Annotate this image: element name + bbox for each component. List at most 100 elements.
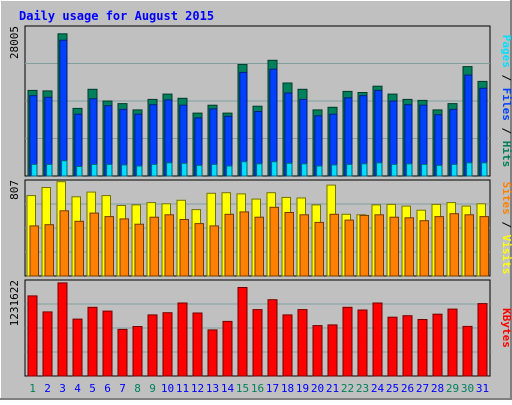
bar-sites-day-10 <box>164 214 174 277</box>
bar-kbytes-day-23 <box>357 309 368 377</box>
x-tick-label: 31 <box>476 382 489 395</box>
bar-sites-day-5 <box>89 212 99 277</box>
chart-title: Daily usage for August 2015 <box>19 9 214 23</box>
x-tick-label: 7 <box>119 382 126 395</box>
bars <box>27 33 488 177</box>
legend-separator: / <box>500 68 512 88</box>
bar-kbytes-day-1 <box>27 295 38 377</box>
bar-kbytes-day-31 <box>477 303 488 377</box>
bar-sites-day-1 <box>29 225 39 277</box>
bar-pages-day-18 <box>286 162 293 177</box>
bar-pages-day-27 <box>421 163 428 177</box>
bar-pages-day-6 <box>106 163 113 177</box>
bar-kbytes-day-30 <box>462 325 473 377</box>
x-tick-label: 13 <box>206 382 219 395</box>
bar-pages-day-23 <box>361 163 368 177</box>
bar-pages-day-28 <box>436 164 443 177</box>
y-axis-max-label: 28005 <box>8 26 21 59</box>
bar-kbytes-day-10 <box>162 312 173 377</box>
bar-pages-day-8 <box>136 165 143 177</box>
x-tick-label: 23 <box>356 382 369 395</box>
x-tick-label: 4 <box>74 382 81 395</box>
bar-kbytes-day-25 <box>387 316 398 377</box>
x-tick-label: 17 <box>266 382 279 395</box>
bar-kbytes-day-26 <box>402 315 413 377</box>
bar-kbytes-day-3 <box>57 282 68 377</box>
bar-sites-day-3 <box>59 210 69 277</box>
x-tick-label: 20 <box>311 382 324 395</box>
x-tick-label: 27 <box>416 382 429 395</box>
bar-sites-day-8 <box>134 223 144 277</box>
bar-sites-day-26 <box>404 217 414 277</box>
panel-bottom: 1231622 KBytes <box>8 279 512 377</box>
bar-kbytes-day-15 <box>237 287 248 377</box>
bar-pages-day-14 <box>226 165 233 177</box>
bar-kbytes-day-7 <box>117 328 128 377</box>
x-tick-label: 12 <box>191 382 204 395</box>
bar-sites-day-17 <box>269 206 279 277</box>
x-tick-label: 18 <box>281 382 294 395</box>
bar-files-day-30 <box>464 74 473 177</box>
x-tick-label: 24 <box>371 382 385 395</box>
bar-pages-day-29 <box>451 163 458 177</box>
bar-sites-day-23 <box>359 214 369 277</box>
bar-sites-day-13 <box>209 225 219 277</box>
legend-middle: Sites / Visits <box>500 182 512 275</box>
bar-kbytes-day-2 <box>42 311 53 377</box>
bar-pages-day-31 <box>481 162 488 177</box>
bar-files-day-3 <box>59 39 68 177</box>
bar-pages-day-21 <box>331 164 338 177</box>
x-tick-label: 6 <box>104 382 111 395</box>
x-tick-label: 26 <box>401 382 414 395</box>
bar-sites-day-9 <box>149 216 159 277</box>
legend-hits: Hits <box>500 141 512 168</box>
bar-kbytes-day-19 <box>297 309 308 377</box>
x-tick-label: 1 <box>29 382 36 395</box>
bar-sites-day-30 <box>464 214 474 277</box>
bar-pages-day-16 <box>256 163 263 177</box>
bar-kbytes-day-27 <box>417 319 428 377</box>
bar-sites-day-19 <box>299 214 309 277</box>
bar-sites-day-14 <box>224 213 234 277</box>
x-tick-label: 3 <box>59 382 66 395</box>
x-tick-label: 19 <box>296 382 309 395</box>
legend-visits: Visits <box>500 235 512 275</box>
bar-kbytes-day-8 <box>132 326 143 377</box>
bar-pages-day-13 <box>211 163 218 177</box>
bar-kbytes-day-22 <box>342 306 353 377</box>
x-tick-label: 16 <box>251 382 264 395</box>
bar-kbytes-day-6 <box>102 310 113 377</box>
bar-pages-day-19 <box>301 163 308 177</box>
legend-pages: Pages <box>500 35 512 68</box>
bar-kbytes-day-5 <box>87 306 98 377</box>
bar-files-day-15 <box>239 71 248 177</box>
x-tick-label: 22 <box>341 382 354 395</box>
bar-pages-day-22 <box>346 163 353 177</box>
bars <box>26 181 489 277</box>
bar-pages-day-20 <box>316 165 323 177</box>
bar-pages-day-25 <box>391 163 398 177</box>
x-tick-label: 15 <box>236 382 249 395</box>
bar-kbytes-day-11 <box>177 302 188 377</box>
bar-sites-day-21 <box>329 213 339 277</box>
bar-sites-day-2 <box>44 224 54 277</box>
bar-sites-day-15 <box>239 211 249 277</box>
bar-sites-day-16 <box>254 216 264 277</box>
bar-sites-day-7 <box>119 218 129 277</box>
bar-kbytes-day-24 <box>372 302 383 377</box>
bar-sites-day-24 <box>374 214 384 277</box>
bar-sites-day-27 <box>419 220 429 277</box>
bar-sites-day-31 <box>479 216 489 277</box>
y-axis-max-label: 1231622 <box>8 280 21 326</box>
x-tick-label: 2 <box>44 382 51 395</box>
x-tick-label: 10 <box>161 382 174 395</box>
legend-bottom: KBytes <box>500 308 512 348</box>
bar-kbytes-day-17 <box>267 299 278 377</box>
legend-files: Files <box>500 88 512 121</box>
bar-pages-day-7 <box>121 164 128 177</box>
x-axis-day-labels: 1 2 3 4 5 6 7 8 9 10 11 12 13 14 15 16 17 18 19 20 21 22 23 24 2… <box>29 382 489 395</box>
x-tick-label: 28 <box>431 382 444 395</box>
bar-pages-day-11 <box>181 162 188 177</box>
bar-kbytes-day-12 <box>192 312 203 377</box>
